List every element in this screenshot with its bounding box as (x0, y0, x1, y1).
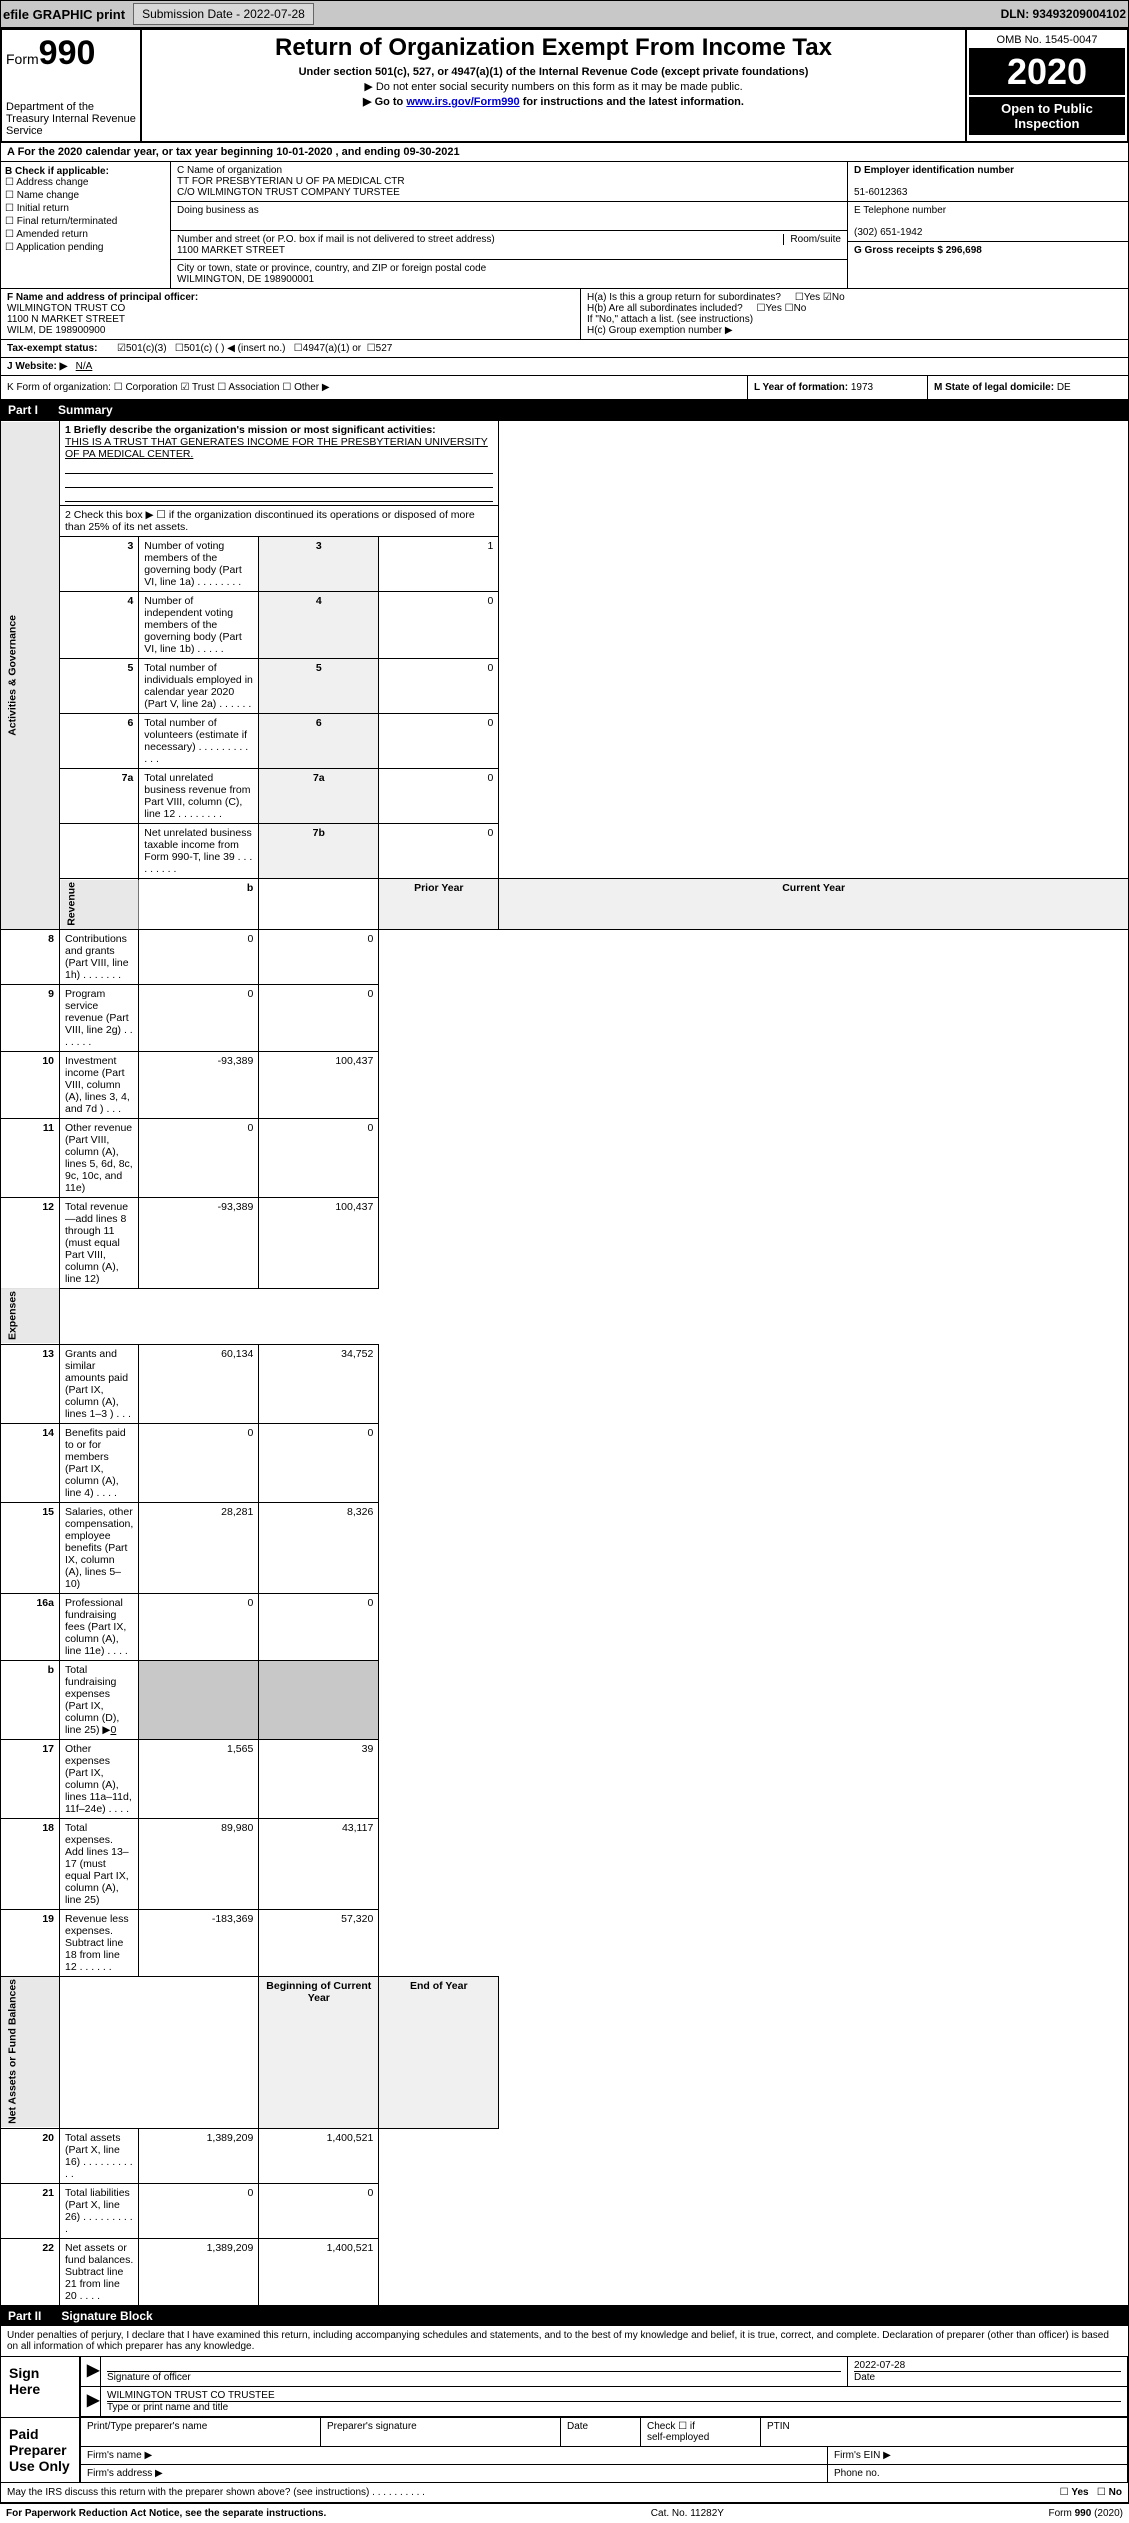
arrow-icon: ▶ (87, 2392, 99, 2409)
box-h: H(a) Is this a group return for subordin… (581, 289, 1128, 339)
dba-label: Doing business as (177, 205, 259, 216)
line-l: L Year of formation: 1973 (748, 376, 928, 399)
officer-label: F Name and address of principal officer: (7, 292, 198, 303)
gross-value: 296,698 (946, 245, 982, 256)
form-title: Return of Organization Exempt From Incom… (146, 34, 961, 62)
name-label: C Name of organization (177, 165, 282, 176)
part2-header: Part II Signature Block (0, 2306, 1129, 2326)
side-revenue: Revenue (60, 879, 139, 930)
header-left: Form990 Department of the Treasury Inter… (2, 30, 142, 141)
form-number: 990 (39, 34, 96, 72)
perjury-text: Under penalties of perjury, I declare th… (0, 2326, 1129, 2356)
header-middle: Return of Organization Exempt From Incom… (142, 30, 967, 141)
arrow-icon: ▶ (87, 2362, 99, 2379)
header-right: OMB No. 1545-0047 2020 Open to Public In… (967, 30, 1127, 141)
briefly-label: 1 Briefly describe the organization's mi… (65, 424, 436, 436)
omb-number: OMB No. 1545-0047 (969, 32, 1125, 49)
street-address: 1100 MARKET STREET (177, 245, 285, 256)
dln-label: DLN: 93493209004102 (1001, 7, 1126, 21)
form990-link[interactable]: www.irs.gov/Form990 (406, 96, 519, 108)
box-c: C Name of organization TT FOR PRESBYTERI… (171, 162, 848, 288)
tax-year: 2020 (969, 49, 1125, 95)
row-klm: K Form of organization: ☐ Corporation ☑ … (0, 376, 1129, 400)
dept-label: Department of the Treasury Internal Reve… (6, 101, 136, 137)
efile-label: efile GRAPHIC print (3, 7, 125, 22)
line-2: 2 Check this box ▶ ☐ if the organization… (60, 506, 499, 537)
city-label: City or town, state or province, country… (177, 263, 486, 274)
row-tax-status: Tax-exempt status: ☑ 501(c)(3) ☐ 501(c) … (0, 340, 1129, 358)
room-label: Room/suite (783, 234, 841, 245)
form-prefix: Form (6, 51, 39, 67)
line-k: K Form of organization: ☐ Corporation ☑ … (1, 376, 748, 399)
paid-preparer-section: Paid Preparer Use Only Print/Type prepar… (0, 2418, 1129, 2483)
ein-label: D Employer identification number (854, 165, 1014, 176)
box-b-title: B Check if applicable: (5, 166, 109, 177)
city-value: WILMINGTON, DE 198900001 (177, 274, 314, 285)
org-name-1: TT FOR PRESBYTERIAN U OF PA MEDICAL CTR (177, 176, 405, 187)
sign-here-label: Sign Here (1, 2357, 81, 2417)
row-fh: F Name and address of principal officer:… (0, 289, 1129, 340)
line-m: M State of legal domicile: DE (928, 376, 1128, 399)
summary-table: Activities & Governance 1 Briefly descri… (0, 420, 1129, 2306)
line-a: A For the 2020 calendar year, or tax yea… (0, 143, 1129, 162)
gross-label: G Gross receipts $ (854, 245, 946, 256)
form-header: Form990 Department of the Treasury Inter… (0, 28, 1129, 143)
section-bcd: B Check if applicable: ☐ Address change … (0, 162, 1129, 289)
submission-date-button[interactable]: Submission Date - 2022-07-28 (133, 3, 314, 25)
sign-here-section: Sign Here ▶ Signature of officer 2022-07… (0, 2356, 1129, 2418)
subtitle-2: ▶ Do not enter social security numbers o… (146, 80, 961, 93)
subtitle-1: Under section 501(c), 527, or 4947(a)(1)… (146, 66, 961, 78)
paid-preparer-label: Paid Preparer Use Only (1, 2418, 81, 2482)
top-bar: efile GRAPHIC print Submission Date - 20… (0, 0, 1129, 28)
side-expenses: Expenses (1, 1288, 60, 1344)
side-netassets: Net Assets or Fund Balances (1, 1976, 60, 2128)
box-f: F Name and address of principal officer:… (1, 289, 581, 339)
may-irs-row: May the IRS discuss this return with the… (0, 2483, 1129, 2503)
row-website: J Website: ▶ N/A (0, 358, 1129, 376)
ein-value: 51-6012363 (854, 187, 907, 198)
box-b: B Check if applicable: ☐ Address change … (1, 162, 171, 288)
subtitle-3-pre: ▶ Go to (363, 96, 406, 108)
subtitle-3-post: for instructions and the latest informat… (520, 96, 744, 108)
part1-header: Part I Summary (0, 400, 1129, 420)
side-governance: Activities & Governance (1, 421, 60, 930)
phone-label: E Telephone number (854, 205, 946, 216)
mission-text: THIS IS A TRUST THAT GENERATES INCOME FO… (65, 436, 488, 460)
box-d: D Employer identification number 51-60123… (848, 162, 1128, 288)
phone-value: (302) 651-1942 (854, 227, 922, 238)
addr-label: Number and street (or P.O. box if mail i… (177, 234, 783, 245)
org-name-2: C/O WILMINGTON TRUST COMPANY TURSTEE (177, 187, 400, 198)
footer: For Paperwork Reduction Act Notice, see … (0, 2503, 1129, 2523)
inspection-label: Open to Public Inspection (969, 97, 1125, 135)
